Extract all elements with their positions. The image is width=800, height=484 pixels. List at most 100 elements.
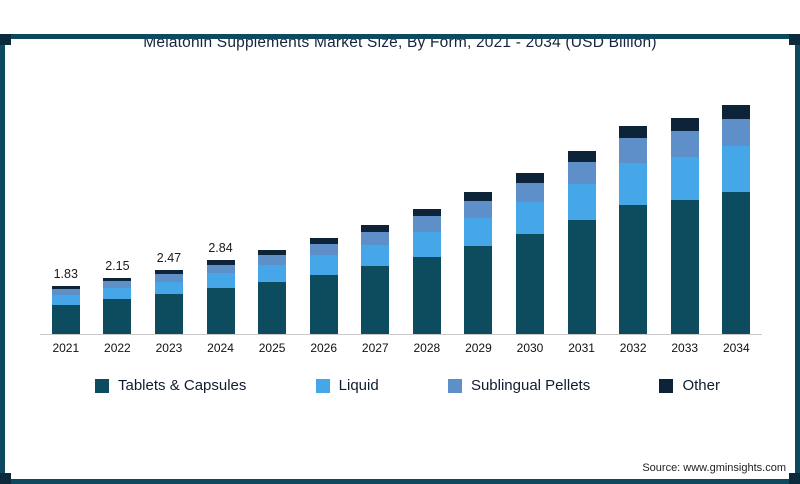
x-tick-2032: 2032 [619, 341, 647, 355]
bar-value-label-2023: 2.47 [156, 250, 182, 265]
bar-stack-2021 [51, 286, 80, 334]
segment-tablets-capsules-2034 [722, 192, 751, 334]
segment-tablets-capsules-2027 [361, 266, 390, 334]
segment-sublingual-pellets-2027 [361, 231, 390, 245]
x-tick-2028: 2028 [413, 341, 441, 355]
segment-tablets-capsules-2030 [515, 234, 544, 334]
segment-sublingual-pellets-2033 [670, 130, 699, 157]
legend-swatch-other [659, 378, 674, 393]
segment-sublingual-pellets-2031 [567, 161, 596, 184]
segment-liquid-2029 [464, 217, 493, 247]
segment-other-2033 [670, 118, 699, 131]
bar-stack-2028 [412, 209, 441, 334]
bar-2032 [607, 125, 659, 334]
frame-corner-bottom-left [0, 473, 11, 484]
bar-value-label-2024: 2.84 [208, 241, 233, 256]
legend-label-other: Other [682, 377, 720, 394]
bar-2025 [246, 249, 298, 334]
bar-stack-2032 [619, 125, 648, 334]
bar-stack-2031 [567, 150, 596, 334]
segment-other-2024 [206, 260, 235, 265]
segment-other-2030 [515, 172, 544, 183]
bar-2034 [711, 105, 763, 334]
segment-sublingual-pellets-2032 [619, 138, 648, 164]
bar-2029 [453, 192, 505, 334]
legend-item-other: Other [659, 377, 720, 394]
plot-area: 1.83 2.15 2.47 2.84 [40, 78, 762, 335]
frame-corner-top-left [0, 34, 11, 45]
segment-tablets-capsules-2022 [103, 299, 132, 334]
segment-other-2027 [361, 224, 390, 232]
bar-stack-2029 [464, 192, 493, 334]
segment-tablets-capsules-2023 [154, 294, 183, 334]
bar-stack-2024 [206, 260, 235, 334]
segment-sublingual-pellets-2029 [464, 200, 493, 218]
bar-stack-2026 [309, 237, 338, 334]
segment-sublingual-pellets-2034 [722, 118, 751, 147]
segment-liquid-2027 [361, 244, 390, 267]
bar-stack-2023 [154, 269, 183, 334]
bar-2024: 2.84 [195, 241, 247, 334]
segment-sublingual-pellets-2026 [309, 243, 338, 256]
x-tick-2021: 2021 [52, 341, 80, 355]
bar-2027 [349, 224, 401, 334]
segment-liquid-2034 [722, 146, 751, 192]
bar-value-label-2022: 2.15 [105, 259, 130, 274]
bar-value-label-2021: 1.83 [53, 267, 78, 282]
segment-liquid-2031 [567, 183, 596, 221]
frame-corner-bottom-right [789, 473, 800, 484]
segment-tablets-capsules-2026 [309, 274, 338, 334]
segment-tablets-capsules-2033 [670, 200, 699, 334]
segment-other-2025 [258, 249, 287, 255]
segment-liquid-2025 [258, 264, 287, 282]
legend-label-liquid: Liquid [338, 377, 379, 394]
legend-label-tablets-capsules: Tablets & Capsules [118, 377, 247, 394]
x-tick-2023: 2023 [155, 341, 183, 355]
legend: Tablets & Capsules Liquid Sublingual Pelle… [95, 377, 720, 394]
x-tick-2034: 2034 [722, 341, 750, 355]
legend-item-tablets-capsules: Tablets & Capsules [95, 377, 246, 394]
bar-stack-2033 [670, 118, 699, 334]
segment-liquid-2022 [103, 288, 132, 300]
bar-2023: 2.47 [143, 251, 195, 334]
segment-liquid-2030 [515, 202, 544, 235]
bar-2022: 2.15 [92, 259, 144, 334]
segment-sublingual-pellets-2025 [258, 254, 287, 265]
x-tick-2027: 2027 [361, 341, 389, 355]
segment-sublingual-pellets-2021 [51, 289, 80, 296]
legend-swatch-sublingual-pellets [447, 378, 462, 393]
segment-other-2032 [619, 125, 648, 139]
segment-other-2022 [103, 278, 132, 282]
segment-liquid-2026 [309, 255, 338, 275]
segment-tablets-capsules-2032 [619, 205, 648, 334]
legend-swatch-liquid [315, 378, 330, 393]
segment-sublingual-pellets-2028 [412, 216, 441, 232]
segment-other-2026 [309, 237, 338, 244]
segment-other-2021 [51, 286, 80, 290]
legend-item-sublingual-pellets: Sublingual Pellets [447, 377, 590, 394]
segment-sublingual-pellets-2022 [103, 281, 132, 289]
source-attribution: Source: www.gminsights.com [642, 462, 786, 474]
x-tick-2031: 2031 [568, 341, 595, 355]
segment-tablets-capsules-2031 [567, 220, 596, 334]
segment-sublingual-pellets-2023 [154, 273, 183, 282]
bar-stack-2034 [722, 105, 751, 334]
bar-stack-2022 [103, 278, 132, 334]
segment-liquid-2033 [670, 156, 699, 201]
bar-stack-2027 [361, 224, 390, 334]
bar-2021: 1.83 [40, 267, 92, 334]
legend-swatch-tablets-capsules [95, 378, 109, 393]
x-tick-2033: 2033 [671, 341, 699, 355]
segment-other-2031 [567, 150, 596, 162]
bar-2026 [298, 237, 350, 334]
segment-tablets-capsules-2025 [258, 281, 287, 334]
segment-liquid-2023 [154, 281, 183, 295]
segment-sublingual-pellets-2030 [515, 182, 544, 203]
segment-tablets-capsules-2021 [51, 304, 80, 334]
bar-2033 [659, 118, 711, 334]
bar-stack-2030 [515, 172, 544, 334]
legend-item-liquid: Liquid [315, 377, 379, 394]
segment-other-2023 [154, 269, 183, 274]
segment-liquid-2032 [619, 163, 648, 205]
x-tick-2026: 2026 [310, 341, 338, 355]
